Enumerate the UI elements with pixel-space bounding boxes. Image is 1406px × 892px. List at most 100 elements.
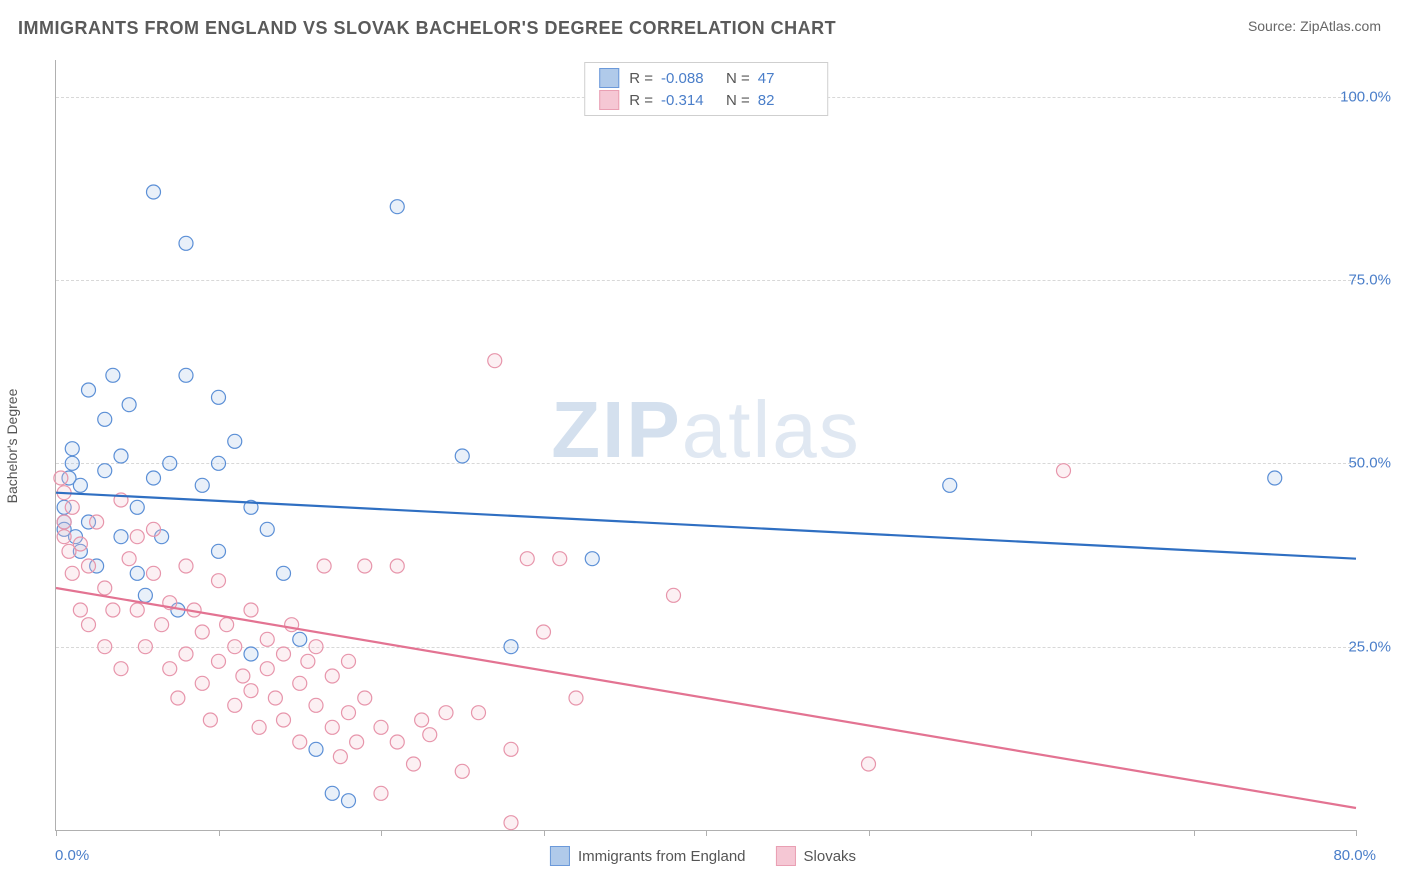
legend-bottom-item-1: Slovaks: [776, 846, 857, 866]
data-point: [106, 603, 120, 617]
data-point: [57, 530, 71, 544]
data-point: [455, 449, 469, 463]
data-point: [862, 757, 876, 771]
data-point: [407, 757, 421, 771]
data-point: [138, 640, 152, 654]
source-value: ZipAtlas.com: [1300, 18, 1381, 34]
legend-bottom: Immigrants from England Slovaks: [550, 846, 856, 866]
y-axis-label: Bachelor's Degree: [4, 389, 20, 504]
data-point: [415, 713, 429, 727]
data-point: [317, 559, 331, 573]
data-point: [472, 706, 486, 720]
data-point: [342, 654, 356, 668]
data-point: [98, 640, 112, 654]
data-point: [65, 456, 79, 470]
data-point: [325, 720, 339, 734]
data-point: [130, 603, 144, 617]
data-point: [504, 640, 518, 654]
data-point: [65, 500, 79, 514]
data-point: [195, 676, 209, 690]
data-point: [228, 434, 242, 448]
data-point: [439, 706, 453, 720]
data-point: [114, 449, 128, 463]
data-point: [520, 552, 534, 566]
data-point: [179, 559, 193, 573]
data-point: [488, 354, 502, 368]
data-point: [325, 669, 339, 683]
data-point: [277, 713, 291, 727]
data-point: [228, 698, 242, 712]
data-point: [130, 530, 144, 544]
data-point: [293, 676, 307, 690]
data-point: [163, 456, 177, 470]
data-point: [390, 735, 404, 749]
data-point: [73, 478, 87, 492]
data-point: [504, 742, 518, 756]
data-point: [244, 647, 258, 661]
data-point: [309, 742, 323, 756]
x-tick: [1031, 830, 1032, 836]
x-tick: [869, 830, 870, 836]
data-point: [163, 662, 177, 676]
data-point: [537, 625, 551, 639]
data-point: [569, 691, 583, 705]
data-point: [358, 559, 372, 573]
chart-title: IMMIGRANTS FROM ENGLAND VS SLOVAK BACHEL…: [18, 18, 836, 39]
data-point: [325, 786, 339, 800]
data-point: [212, 544, 226, 558]
data-point: [277, 566, 291, 580]
data-point: [114, 530, 128, 544]
data-point: [98, 581, 112, 595]
data-point: [374, 720, 388, 734]
data-point: [301, 654, 315, 668]
y-tick-label: 25.0%: [1348, 638, 1391, 655]
data-point: [65, 566, 79, 580]
data-point: [1268, 471, 1282, 485]
data-point: [179, 647, 193, 661]
data-point: [212, 574, 226, 588]
data-point: [212, 654, 226, 668]
data-point: [309, 698, 323, 712]
legend-bottom-swatch-1: [776, 846, 796, 866]
x-tick: [56, 830, 57, 836]
data-point: [171, 691, 185, 705]
data-point: [212, 390, 226, 404]
data-point: [423, 728, 437, 742]
data-point: [252, 720, 266, 734]
x-tick: [381, 830, 382, 836]
x-axis-max-label: 80.0%: [1333, 847, 1376, 864]
data-point: [195, 625, 209, 639]
data-point: [244, 603, 258, 617]
plot-area: ZIPatlas R = -0.088 N = 47 R = -0.314 N …: [55, 60, 1356, 831]
data-point: [122, 552, 136, 566]
data-point: [195, 478, 209, 492]
regression-line: [56, 493, 1356, 559]
legend-bottom-swatch-0: [550, 846, 570, 866]
data-point: [358, 691, 372, 705]
data-point: [333, 750, 347, 764]
data-point: [98, 464, 112, 478]
data-point: [260, 522, 274, 536]
x-tick: [1356, 830, 1357, 836]
data-point: [82, 383, 96, 397]
data-point: [179, 236, 193, 250]
data-point: [342, 794, 356, 808]
chart-svg: [56, 60, 1356, 830]
data-point: [244, 684, 258, 698]
data-point: [293, 735, 307, 749]
data-point: [504, 816, 518, 830]
data-point: [98, 412, 112, 426]
data-point: [179, 368, 193, 382]
data-point: [147, 471, 161, 485]
data-point: [268, 691, 282, 705]
data-point: [667, 588, 681, 602]
data-point: [342, 706, 356, 720]
legend-bottom-label-0: Immigrants from England: [578, 848, 746, 865]
data-point: [155, 618, 169, 632]
data-point: [114, 662, 128, 676]
source-attribution: Source: ZipAtlas.com: [1248, 18, 1381, 34]
data-point: [54, 471, 68, 485]
data-point: [73, 603, 87, 617]
y-tick-label: 50.0%: [1348, 455, 1391, 472]
data-point: [82, 618, 96, 632]
